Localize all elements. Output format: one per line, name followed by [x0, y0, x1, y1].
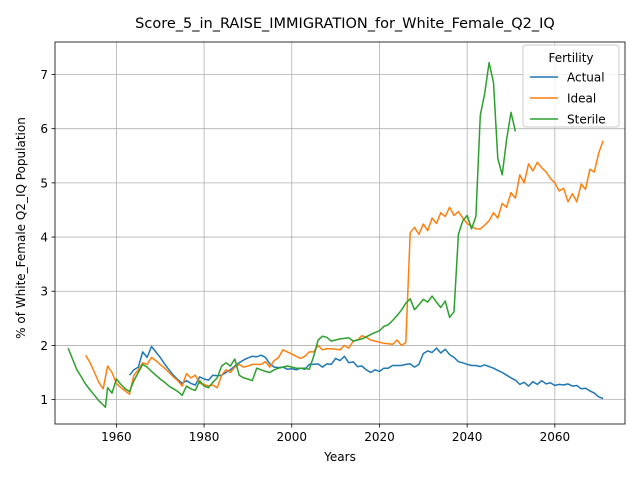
y-tick-label: 6	[40, 122, 48, 136]
y-tick-label: 7	[40, 68, 48, 82]
x-tick-label: 1960	[101, 430, 132, 444]
series-line-actual	[128, 345, 604, 400]
legend-title: Fertility	[548, 51, 593, 65]
legend-items: Actual Ideal Sterile	[530, 71, 606, 127]
legend-label-sterile: Sterile	[567, 113, 606, 127]
y-tick-label: 3	[40, 285, 48, 299]
y-tick-label: 5	[40, 176, 48, 190]
y-axis-label: % of White_Female Q2_IQ Population	[14, 117, 28, 339]
x-tick-label: 2020	[364, 430, 395, 444]
x-tick-label: 2040	[452, 430, 483, 444]
chart-title: Score_5_in_RAISE_IMMIGRATION_for_White_F…	[135, 16, 555, 32]
series-lines	[67, 61, 604, 408]
legend: Fertility Actual Ideal Sterile	[522, 44, 620, 128]
series-line-sterile	[67, 61, 517, 408]
x-tick-label: 2060	[540, 430, 571, 444]
series-line-ideal	[85, 140, 604, 395]
y-tick-label: 2	[40, 339, 48, 353]
y-tick-label: 1	[40, 393, 48, 407]
x-tick-label: 1980	[189, 430, 220, 444]
x-axis-label: Years	[323, 450, 356, 464]
legend-label-actual: Actual	[567, 71, 605, 85]
axis-ticks: 1960 1980 2000 2020 2040 2060 1 2 3 4 5 6 7	[40, 68, 570, 444]
grid-lines	[55, 42, 625, 424]
legend-label-ideal: Ideal	[567, 92, 596, 106]
y-tick-label: 4	[40, 231, 48, 245]
plot-area-frame	[54, 41, 626, 425]
legend-box	[522, 44, 620, 128]
x-tick-label: 2000	[276, 430, 307, 444]
